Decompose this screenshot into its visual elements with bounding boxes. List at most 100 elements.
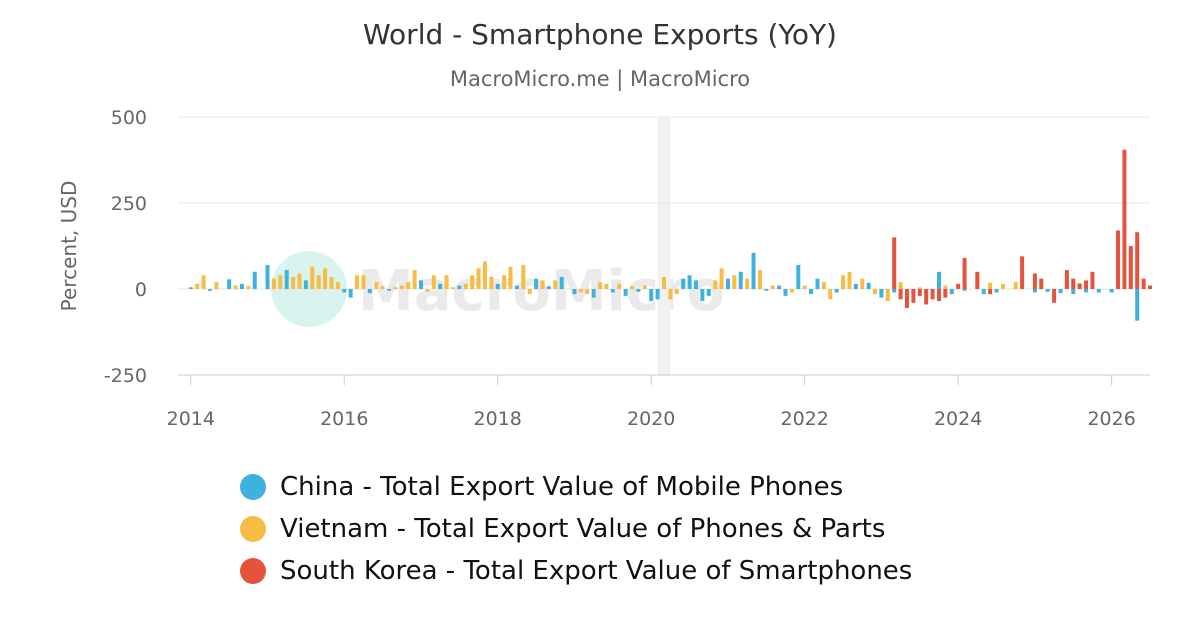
bar-vietnam	[789, 289, 794, 293]
bar-china	[1045, 289, 1050, 292]
bar-vietnam	[821, 282, 826, 289]
bar-china	[649, 289, 654, 302]
bar-china	[438, 283, 443, 289]
bar-south-korea	[1039, 278, 1044, 289]
bar-china	[879, 289, 884, 298]
bar-south-korea	[911, 289, 916, 303]
bar-china	[892, 289, 897, 293]
bar-vietnam	[489, 276, 494, 289]
bar-vietnam	[757, 270, 762, 289]
bar-vietnam	[770, 285, 775, 289]
bar-vietnam	[425, 289, 430, 292]
bar-china	[239, 283, 244, 289]
bar-china	[693, 280, 698, 289]
legend-item-south-korea[interactable]: South Korea - Total Export Value of Smar…	[240, 550, 912, 592]
bar-china	[738, 271, 743, 289]
bar-south-korea	[1116, 230, 1121, 289]
bar-south-korea	[930, 289, 935, 300]
bar-vietnam	[873, 289, 878, 295]
bar-vietnam	[399, 285, 404, 289]
legend-label-south-korea: South Korea - Total Export Value of Smar…	[280, 556, 913, 586]
bar-china	[534, 278, 539, 289]
bar-south-korea	[936, 289, 941, 302]
bar-south-korea	[905, 289, 909, 308]
bar-south-korea	[1128, 246, 1133, 289]
bar-south-korea	[892, 237, 897, 289]
bar-vietnam	[860, 278, 865, 289]
grid	[178, 116, 1150, 376]
bar-vietnam	[885, 289, 890, 302]
y-tick-label: 0	[135, 279, 147, 301]
legend-label-vietnam: Vietnam - Total Export Value of Phones &…	[280, 514, 886, 544]
bar-vietnam	[233, 285, 238, 289]
bar-south-korea	[1141, 278, 1146, 289]
bar-vietnam	[917, 287, 922, 289]
bar-vietnam	[323, 268, 328, 289]
bar-china	[866, 282, 871, 289]
bar-china	[227, 279, 232, 289]
x-tick-label: 2018	[474, 408, 522, 430]
bar-china	[681, 278, 686, 289]
legend: China - Total Export Value of Mobile Pho…	[240, 466, 912, 592]
bar-vietnam	[476, 268, 481, 289]
bar-vietnam	[444, 275, 449, 289]
bar-china	[1096, 289, 1101, 293]
bar-vietnam	[246, 286, 251, 289]
bar-south-korea	[1148, 285, 1152, 289]
bar-china	[348, 289, 353, 298]
bar-vietnam	[271, 278, 276, 289]
bar-vietnam	[412, 270, 417, 289]
x-tick-label: 2020	[627, 408, 675, 430]
bar-china	[457, 285, 462, 289]
bar-vietnam	[841, 275, 846, 289]
bar-china	[853, 283, 858, 289]
x-tick-label: 2026	[1087, 408, 1135, 430]
bar-vietnam	[540, 280, 545, 289]
bar-vietnam	[1013, 282, 1018, 289]
legend-item-china[interactable]: China - Total Export Value of Mobile Pho…	[240, 466, 912, 508]
bar-china	[284, 270, 289, 289]
legend-marker-china	[240, 474, 266, 500]
bar-vietnam	[463, 283, 468, 289]
bars	[188, 149, 1152, 321]
bar-china	[936, 271, 941, 289]
x-tick-label: 2022	[781, 408, 829, 430]
bar-china	[962, 289, 967, 291]
bar-south-korea	[1090, 271, 1095, 289]
bar-vietnam	[642, 285, 647, 289]
bar-china	[777, 285, 782, 289]
bar-vietnam	[291, 276, 296, 289]
bar-china	[387, 289, 392, 291]
bar-south-korea	[898, 289, 903, 300]
bar-south-korea	[1020, 256, 1025, 289]
bar-china	[546, 286, 551, 289]
legend-marker-south-korea	[240, 558, 266, 584]
axes: 500 250 0 -250 2014 2016 2018 2020 2022 2024 2026	[104, 107, 1150, 430]
bar-vietnam	[719, 268, 724, 289]
bar-vietnam	[745, 278, 750, 289]
bar-south-korea	[1032, 273, 1037, 289]
bar-vietnam	[406, 282, 411, 289]
bar-vietnam	[329, 276, 334, 289]
x-tick-label: 2024	[934, 408, 982, 430]
bar-china	[252, 271, 257, 289]
bar-vietnam	[393, 287, 398, 289]
bar-china	[559, 276, 564, 289]
bar-china	[949, 289, 954, 295]
x-tick-label: 2014	[167, 408, 215, 430]
bar-china	[514, 285, 519, 289]
bar-vietnam	[847, 271, 852, 289]
bar-china	[610, 289, 615, 293]
bar-china	[419, 280, 423, 289]
x-tick-label: 2016	[320, 408, 368, 430]
y-tick-label: 250	[111, 193, 147, 215]
bar-china	[1071, 289, 1076, 295]
legend-item-vietnam[interactable]: Vietnam - Total Export Value of Phones &…	[240, 508, 912, 550]
bar-vietnam	[630, 286, 635, 289]
bar-china	[591, 289, 596, 298]
bar-china	[303, 280, 308, 289]
bar-vietnam	[943, 285, 948, 289]
bar-vietnam	[802, 285, 807, 289]
bar-china	[495, 283, 500, 289]
